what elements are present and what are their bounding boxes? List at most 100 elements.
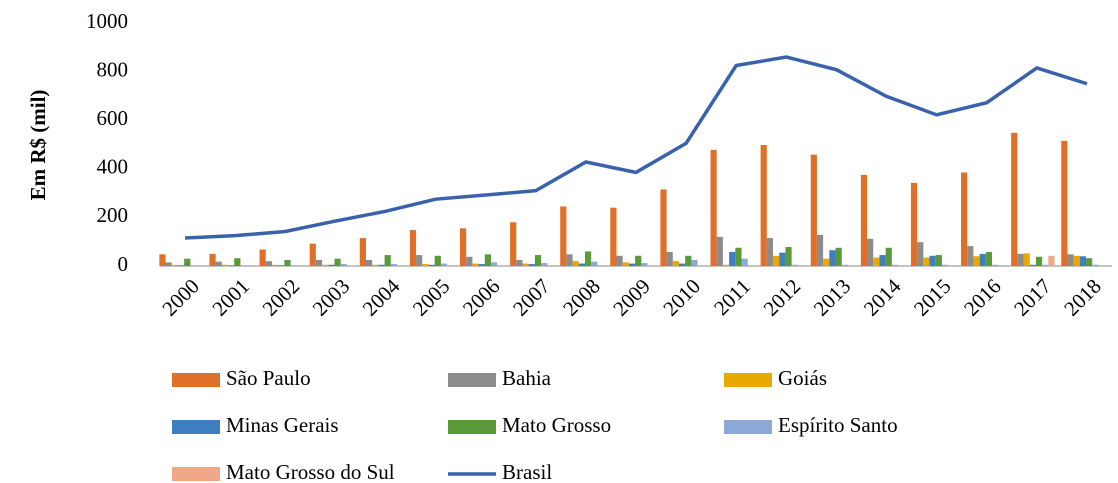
x-tick-label: 2016 bbox=[959, 274, 1006, 321]
x-tick-label: 2014 bbox=[859, 274, 906, 321]
bar bbox=[322, 264, 329, 266]
bar bbox=[510, 222, 517, 266]
bar bbox=[409, 230, 417, 266]
bar bbox=[284, 259, 291, 266]
bar bbox=[528, 264, 535, 266]
bar bbox=[459, 228, 467, 266]
line bbox=[184, 55, 1088, 240]
bar bbox=[165, 262, 172, 266]
bar bbox=[416, 255, 423, 266]
bar bbox=[691, 259, 698, 266]
bar bbox=[1092, 264, 1099, 266]
bar bbox=[1029, 264, 1036, 266]
bar bbox=[616, 255, 623, 266]
bar bbox=[835, 247, 842, 266]
bar bbox=[985, 251, 993, 266]
bar bbox=[378, 264, 385, 266]
x-tick-label: 2000 bbox=[157, 274, 204, 321]
bar bbox=[735, 247, 742, 266]
x-tick-label: 2017 bbox=[1009, 274, 1056, 321]
bar bbox=[1067, 254, 1074, 266]
bar bbox=[716, 236, 723, 266]
bar bbox=[935, 255, 942, 266]
bar bbox=[240, 265, 247, 266]
bar bbox=[773, 255, 780, 266]
bar bbox=[635, 255, 642, 266]
x-tick-label: 2008 bbox=[558, 274, 605, 321]
bar bbox=[309, 243, 316, 266]
bar bbox=[340, 264, 347, 266]
legend-swatch bbox=[724, 373, 772, 387]
y-axis-label: Em R$ (mil) bbox=[26, 90, 50, 201]
bar bbox=[1011, 132, 1018, 266]
bar bbox=[641, 263, 648, 266]
bar bbox=[428, 264, 435, 266]
bar bbox=[873, 257, 880, 266]
bar bbox=[434, 255, 441, 266]
x-tick-label: 2015 bbox=[909, 274, 956, 321]
bar bbox=[961, 172, 968, 266]
y-tick-label: 800 bbox=[97, 57, 129, 81]
bar bbox=[810, 154, 817, 266]
legend-swatch bbox=[724, 420, 772, 434]
x-tick-label: 2011 bbox=[709, 274, 755, 320]
bar bbox=[841, 264, 848, 266]
bar bbox=[967, 246, 974, 266]
y-tick-label: 400 bbox=[97, 155, 129, 179]
bar bbox=[760, 144, 767, 266]
bar bbox=[1086, 258, 1093, 266]
bar bbox=[722, 264, 730, 266]
legend-swatch bbox=[448, 373, 496, 387]
bar bbox=[278, 265, 285, 266]
bar bbox=[992, 264, 999, 266]
bar bbox=[572, 261, 579, 266]
bar bbox=[628, 263, 636, 266]
bar bbox=[829, 250, 836, 266]
bar bbox=[490, 262, 498, 266]
bar bbox=[422, 264, 429, 266]
x-tick-label: 2002 bbox=[258, 274, 305, 321]
bar bbox=[666, 251, 673, 266]
bar bbox=[560, 206, 567, 266]
bar bbox=[190, 265, 197, 266]
bar bbox=[484, 254, 491, 266]
bar bbox=[1061, 140, 1068, 266]
bar bbox=[534, 255, 542, 266]
bar bbox=[466, 256, 473, 266]
y-tick-label: 200 bbox=[97, 203, 129, 227]
bar bbox=[1073, 255, 1080, 266]
bar bbox=[541, 263, 548, 266]
bar bbox=[816, 234, 824, 266]
bar bbox=[171, 264, 178, 266]
bar bbox=[610, 207, 617, 266]
bar bbox=[315, 259, 323, 266]
bar bbox=[359, 238, 366, 266]
bar bbox=[823, 258, 830, 266]
x-tick-label: 2013 bbox=[809, 274, 856, 321]
legend-swatch bbox=[172, 373, 220, 387]
bar bbox=[516, 259, 523, 266]
bar bbox=[584, 251, 592, 266]
x-tick-label: 2018 bbox=[1059, 274, 1106, 321]
legend-label: Bahia bbox=[502, 366, 552, 390]
bar bbox=[1023, 253, 1030, 266]
bar bbox=[1035, 256, 1043, 266]
y-tick-label: 600 bbox=[97, 106, 129, 130]
bar bbox=[1042, 264, 1049, 266]
x-tick-label: 2005 bbox=[408, 274, 455, 321]
bar bbox=[710, 149, 717, 266]
bar bbox=[290, 265, 297, 266]
x-tick-label: 2007 bbox=[508, 274, 555, 321]
bar bbox=[1017, 253, 1024, 266]
bar bbox=[334, 258, 341, 266]
bar bbox=[265, 261, 272, 266]
x-tick-label: 2006 bbox=[458, 274, 505, 321]
bar bbox=[215, 261, 222, 266]
bar bbox=[779, 252, 786, 266]
bar bbox=[917, 242, 924, 266]
bar bbox=[259, 249, 266, 266]
x-tick-label: 2001 bbox=[207, 274, 254, 321]
bar bbox=[729, 251, 736, 266]
bar bbox=[365, 259, 373, 266]
bar bbox=[440, 263, 448, 266]
